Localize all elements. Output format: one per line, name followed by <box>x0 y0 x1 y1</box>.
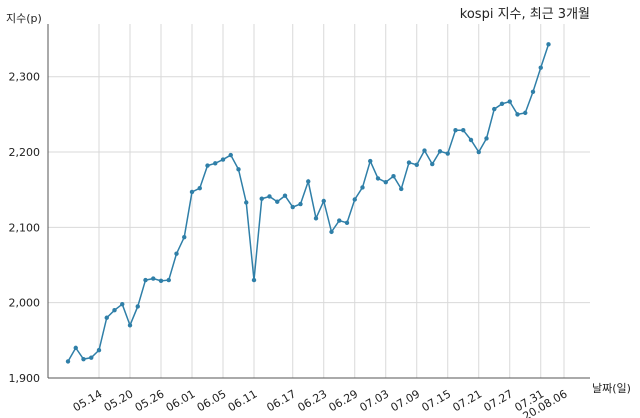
x-tick-label: 06.11 <box>226 387 260 414</box>
y-axis-label: 지수(p) <box>6 12 42 25</box>
data-point <box>538 65 543 70</box>
data-point <box>120 301 125 307</box>
data-point <box>65 359 71 364</box>
data-point <box>430 161 435 167</box>
data-point <box>546 42 551 47</box>
data-point <box>391 173 396 179</box>
data-point <box>182 234 187 240</box>
data-point <box>321 198 326 204</box>
data-point <box>515 112 520 117</box>
data-point <box>89 355 94 360</box>
axes <box>47 24 590 379</box>
data-point <box>344 220 350 226</box>
data-point <box>189 189 195 195</box>
data-point <box>112 308 117 313</box>
data-point <box>73 345 78 351</box>
data-point <box>414 162 419 168</box>
y-tick-label: 2,100 <box>9 221 41 234</box>
data-point <box>445 151 450 156</box>
series-line <box>67 44 550 362</box>
data-point <box>174 251 179 256</box>
data-point <box>406 160 412 165</box>
chart-title: kospi 지수, 최근 3개월 <box>460 7 590 22</box>
data-point <box>453 128 458 133</box>
x-tick-label: 06.01 <box>164 387 198 414</box>
data-point <box>399 186 404 192</box>
data-point <box>461 128 466 133</box>
data-point <box>313 216 319 221</box>
data-point <box>360 185 365 190</box>
data-point <box>352 197 357 202</box>
data-point <box>135 304 140 309</box>
data-point <box>228 152 233 158</box>
y-tick-label: 1,900 <box>9 372 41 385</box>
x-tick-label: 06.05 <box>195 387 229 414</box>
data-point <box>368 158 373 164</box>
data-point <box>383 179 388 185</box>
data-point <box>166 277 171 283</box>
data-points <box>65 42 551 364</box>
x-tick-label: 07.27 <box>481 387 515 414</box>
x-tick-label: 05.26 <box>133 387 167 414</box>
data-point <box>197 185 202 191</box>
data-point <box>484 136 489 141</box>
data-point <box>523 110 528 116</box>
data-point <box>251 277 257 283</box>
data-point <box>96 347 102 353</box>
data-point <box>151 276 156 281</box>
y-tick-labels: 1,900 2,000 2,100 2,200 2,300 <box>9 71 41 385</box>
x-tick-label: 05.14 <box>71 387 105 414</box>
data-point <box>205 163 210 168</box>
x-tick-label: 05.20 <box>102 387 136 414</box>
data-point <box>267 194 272 199</box>
data-point <box>437 149 443 154</box>
x-tick-label: 06.17 <box>264 387 298 414</box>
x-axis-label: 날짜(일) <box>592 381 631 395</box>
data-point <box>244 200 249 205</box>
data-point <box>476 149 481 155</box>
data-point <box>127 323 133 328</box>
x-tick-label: 06.29 <box>326 387 360 414</box>
data-point <box>259 196 264 201</box>
data-point <box>81 356 86 362</box>
x-tick-label: 07.09 <box>388 387 422 414</box>
data-point <box>499 101 505 107</box>
x-tick-label: 07.03 <box>357 387 391 414</box>
data-point <box>220 157 226 162</box>
x-tick-label: 07.21 <box>450 387 484 414</box>
data-point <box>337 218 342 223</box>
data-point <box>468 137 474 143</box>
data-point <box>275 199 280 204</box>
data-point <box>104 315 109 320</box>
y-tick-label: 2,200 <box>9 146 41 159</box>
data-point <box>143 277 148 283</box>
x-tick-label: 06.23 <box>295 387 329 414</box>
data-point <box>492 106 497 112</box>
x-tick-label: 07.15 <box>419 387 453 414</box>
data-point <box>158 278 164 284</box>
data-point <box>213 161 218 166</box>
y-tick-label: 2,000 <box>9 297 41 310</box>
data-point <box>329 229 334 235</box>
data-point <box>507 99 512 104</box>
data-point <box>530 89 536 94</box>
data-point <box>375 176 381 181</box>
data-point <box>306 179 311 184</box>
data-point <box>290 204 295 210</box>
y-tick-label: 2,300 <box>9 71 41 84</box>
data-point <box>298 201 303 207</box>
data-point <box>422 148 427 153</box>
data-point <box>282 193 288 198</box>
data-point <box>236 167 241 172</box>
